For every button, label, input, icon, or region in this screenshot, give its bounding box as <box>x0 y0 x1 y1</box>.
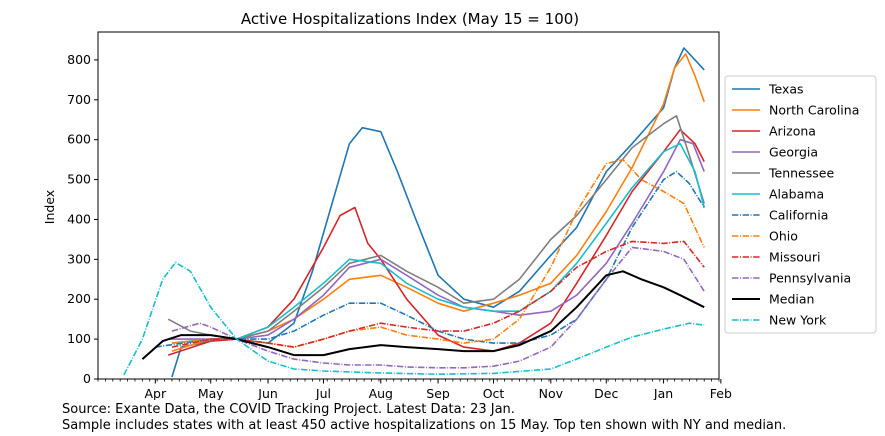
x-tick-label-8: Dec <box>594 386 618 400</box>
y-tick-label-1: 100 <box>67 331 91 346</box>
x-tick-label-2: Jun <box>257 386 278 400</box>
legend-label-10: Median <box>769 292 814 307</box>
series-line-0 <box>171 47 705 378</box>
chart-title: Active Hospitalizations Index (May 15 = … <box>241 10 579 28</box>
series-line-3 <box>168 138 705 340</box>
y-tick-label-0: 0 <box>83 371 91 386</box>
series-layer <box>123 47 705 378</box>
legend-label-0: Texas <box>768 82 804 97</box>
series-line-8 <box>171 240 705 348</box>
legend: Texas North Carolina Arizona Georgia Tenness… <box>724 75 877 334</box>
series-line-11 <box>123 261 705 376</box>
series-line-5 <box>171 142 705 344</box>
y-tick-label-5: 500 <box>67 172 91 187</box>
x-tick-label-4: Aug <box>369 386 393 400</box>
y-axis-label: Index <box>42 190 57 224</box>
x-tick-label-1: May <box>198 386 224 400</box>
y-tick-label-7: 700 <box>67 92 91 107</box>
legend-label-2: Arizona <box>769 124 816 139</box>
axis-layer: 0 100 200 300 400 500 600 700 800 Apr May Jun Jul Aug… <box>67 52 732 400</box>
y-tick-label-6: 600 <box>67 132 91 147</box>
x-tick-label-10: Feb <box>710 386 732 400</box>
x-tick-label-0: Apr <box>144 386 166 400</box>
series-line-10 <box>141 270 705 360</box>
series-line-6 <box>155 170 705 348</box>
series-line-9 <box>171 246 705 369</box>
y-tick-label-8: 800 <box>67 52 91 67</box>
series-line-7 <box>171 158 705 348</box>
sample-note: Sample includes states with at least 450… <box>62 418 787 433</box>
y-tick-label-3: 300 <box>67 251 91 266</box>
series-line-4 <box>167 115 705 340</box>
series-line-1 <box>171 53 705 352</box>
source-note: Source: Exante Data, the COVID Tracking … <box>62 402 515 417</box>
legend-box <box>724 75 877 334</box>
legend-label-5: Alabama <box>769 187 824 202</box>
x-tick-label-9: Jan <box>653 386 673 400</box>
legend-label-11: New York <box>769 313 827 328</box>
legend-label-3: Georgia <box>769 145 818 160</box>
series-line-2 <box>167 128 705 356</box>
chart: Active Hospitalizations Index (May 15 = … <box>42 10 877 400</box>
x-tick-label-6: Oct <box>483 386 505 400</box>
x-tick-label-5: Sep <box>426 386 450 400</box>
x-tick-label-3: Jul <box>315 386 331 400</box>
legend-label-1: North Carolina <box>769 103 859 118</box>
legend-label-6: California <box>769 208 828 223</box>
legend-label-7: Ohio <box>769 229 798 244</box>
legend-label-8: Missouri <box>769 250 820 265</box>
legend-label-4: Tennessee <box>768 166 834 181</box>
x-tick-label-7: Nov <box>539 386 564 400</box>
y-tick-label-2: 200 <box>67 291 91 306</box>
y-tick-label-4: 400 <box>67 211 91 226</box>
legend-label-9: Pennsylvania <box>769 271 851 286</box>
